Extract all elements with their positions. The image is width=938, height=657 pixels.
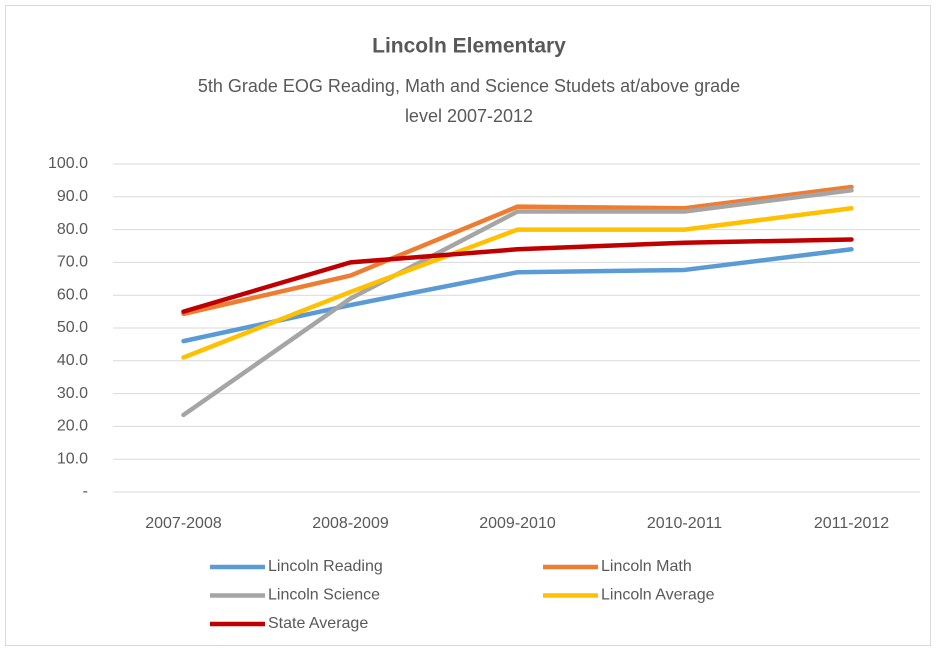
- y-tick-label: 30.0: [57, 385, 88, 402]
- legend-label: Lincoln Math: [601, 558, 692, 575]
- y-tick-label: 40.0: [57, 352, 88, 369]
- x-tick-label: 2010-2011: [647, 515, 722, 532]
- y-tick-label: 70.0: [57, 254, 88, 271]
- line: [181, 184, 854, 317]
- legend-label: Lincoln Average: [601, 587, 715, 604]
- legend-label: Lincoln Science: [268, 587, 380, 604]
- line: [181, 237, 854, 314]
- line: [181, 247, 854, 344]
- line: [181, 187, 854, 418]
- y-tick-label: 80.0: [57, 221, 88, 238]
- y-tick-label: 90.0: [57, 188, 88, 205]
- legend-label: Lincoln Reading: [268, 558, 383, 575]
- y-tick-label: 10.0: [57, 450, 88, 467]
- y-tick-label: 50.0: [57, 319, 88, 336]
- legend-label: State Average: [268, 615, 368, 632]
- y-tick-label: 60.0: [57, 286, 88, 303]
- x-tick-label: 2011-2012: [814, 515, 889, 532]
- chart-subtitle: level 2007-2012: [405, 106, 533, 126]
- x-tick-label: 2007-2008: [145, 515, 222, 532]
- x-tick-label: 2009-2010: [479, 515, 556, 532]
- chart-title: Lincoln Elementary: [372, 35, 566, 58]
- x-tick-label: 2008-2009: [312, 515, 389, 532]
- y-tick-label: -: [83, 483, 88, 500]
- chart-border: [5, 5, 931, 646]
- y-tick-label: 20.0: [57, 418, 88, 435]
- line: [181, 206, 854, 360]
- chart-subtitle: 5th Grade EOG Reading, Math and Science …: [198, 76, 740, 96]
- y-tick-label: 100.0: [48, 155, 88, 172]
